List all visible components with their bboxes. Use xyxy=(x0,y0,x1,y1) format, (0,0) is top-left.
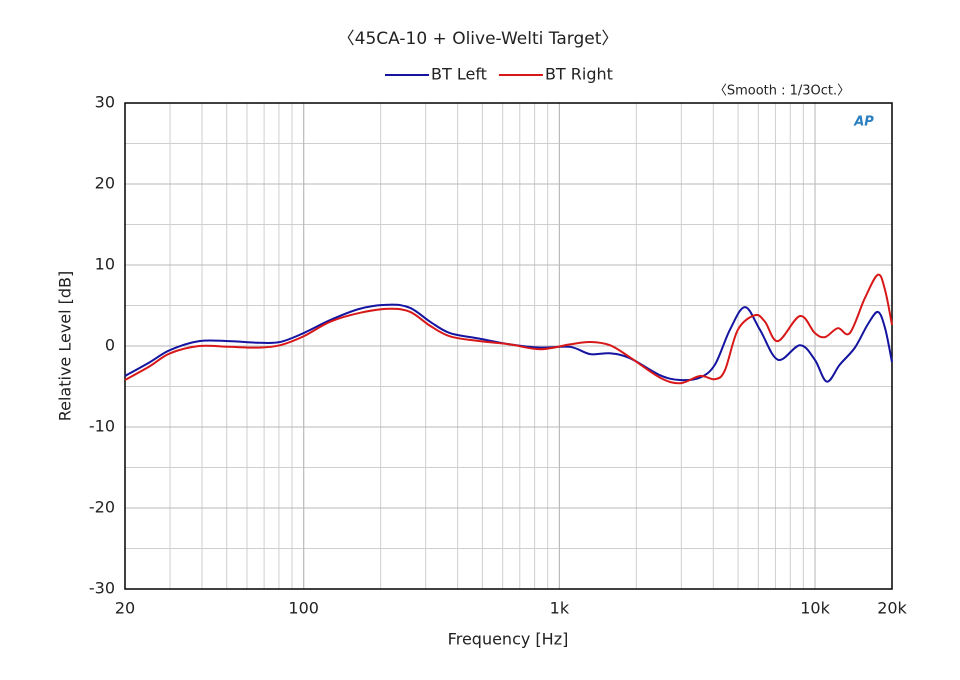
y-tick-label: -10 xyxy=(89,417,115,436)
x-tick-label: 1k xyxy=(550,599,570,618)
chart-title: 〈45CA-10 + Olive-Welti Target〉 xyxy=(338,29,619,49)
legend-label: BT Right xyxy=(545,65,613,84)
series-line xyxy=(124,273,893,385)
y-tick-label: 0 xyxy=(105,336,115,355)
x-tick-label: 20 xyxy=(115,599,135,618)
y-tick-label: -20 xyxy=(89,498,115,517)
x-tick-label: 10k xyxy=(800,599,830,618)
y-tick-label: 20 xyxy=(95,174,115,193)
annotation: 〈Smooth : 1/3Oct.〉 xyxy=(714,84,850,99)
legend-label: BT Left xyxy=(431,65,487,84)
y-tick-label: -30 xyxy=(89,579,115,598)
logo: AP xyxy=(853,115,874,130)
y-axis-label: Relative Level [dB] xyxy=(56,271,75,422)
x-tick-label: 100 xyxy=(288,599,319,618)
plot-frame xyxy=(124,102,893,590)
series-line xyxy=(124,303,893,383)
y-tick-label: 10 xyxy=(95,255,115,274)
x-axis-label: Frequency [Hz] xyxy=(448,630,569,649)
y-tick-label: 30 xyxy=(95,93,115,112)
x-tick-label: 20k xyxy=(877,599,907,618)
